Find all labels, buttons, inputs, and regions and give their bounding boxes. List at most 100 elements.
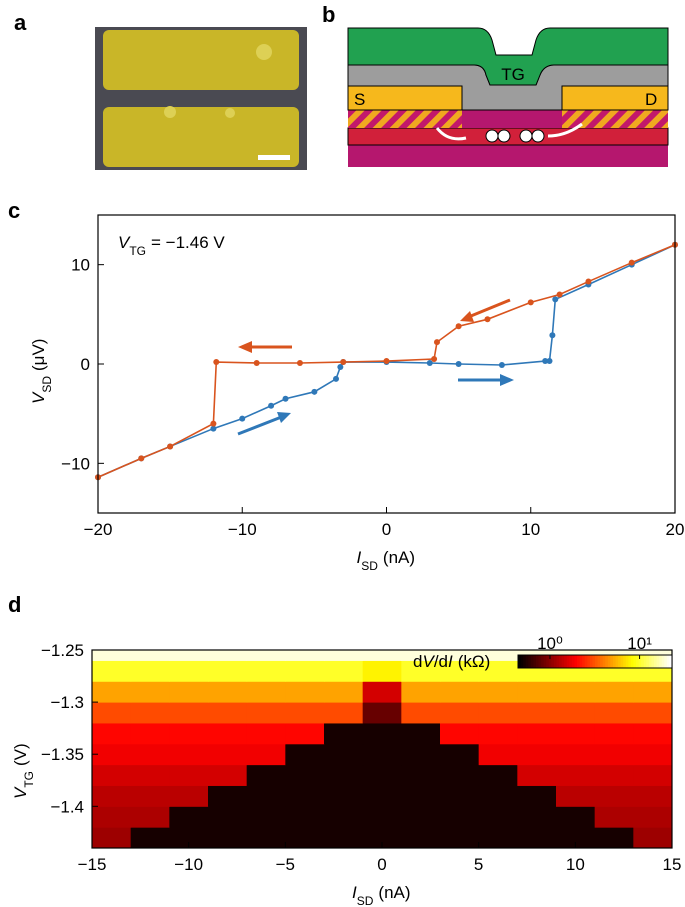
heatmap-cell (324, 650, 364, 661)
heatmap-cell (130, 827, 170, 849)
heatmap-cell (324, 743, 364, 766)
heatmap-cell (169, 722, 209, 745)
heatmap-cell (362, 702, 402, 724)
y-axis-label: VTG (V) (11, 743, 36, 799)
colorbar-segment (584, 655, 588, 668)
heatmap-cell (633, 743, 673, 766)
label-part: V (118, 233, 131, 252)
colorbar-segment (656, 655, 660, 668)
heatmap-cell (362, 785, 402, 807)
heatmap-cell (92, 650, 132, 661)
colorbar-segment (569, 655, 573, 668)
heatmap-cell (478, 827, 518, 849)
heatmap-cell (440, 827, 480, 849)
heatmap-cell (208, 827, 248, 849)
colorbar-label: dV/dI (kΩ) (413, 652, 490, 671)
series-line (97, 244, 676, 478)
drain-label: D (645, 90, 657, 109)
data-point (268, 402, 275, 409)
colorbar-segment (546, 655, 550, 668)
data-point (585, 278, 592, 285)
colorbar-segment (636, 655, 640, 668)
heatmap-cell (324, 806, 364, 828)
colorbar-segment (597, 655, 601, 668)
data-point (253, 360, 260, 367)
heatmap-cell (362, 722, 402, 745)
heatmap-cell (324, 722, 364, 745)
data-point (426, 360, 433, 367)
label-part: I (352, 883, 357, 902)
colorbar-segment (548, 655, 552, 668)
label-part: (V) (11, 743, 30, 766)
heatmap-cell (362, 743, 402, 766)
x-tick-label: 5 (474, 855, 483, 874)
heatmap-cell (208, 650, 248, 661)
y-axis-label: VSD (μV) (29, 339, 54, 404)
y-tick-label: −1.25 (41, 641, 84, 660)
label-part: = −1.46 V (151, 233, 225, 252)
y-tick-label: −1.4 (50, 797, 84, 816)
heatmap-cell (324, 764, 364, 786)
heatmap-cell (285, 650, 325, 661)
data-point (138, 455, 145, 462)
data-point (210, 425, 217, 432)
label-part: I (357, 548, 362, 567)
heatmap-cell (285, 681, 325, 703)
colorbar-segment (602, 655, 606, 668)
heatmap-cell (517, 743, 557, 766)
data-point (213, 359, 220, 366)
heatmap-cell (208, 722, 248, 745)
data-point (455, 323, 462, 330)
data-point (282, 395, 289, 402)
colorbar-tick-label: 10⁰ (537, 634, 563, 653)
annotation: VTG = −1.46 V (118, 233, 225, 258)
colorbar-segment (630, 655, 634, 668)
colorbar-segment (535, 655, 540, 668)
colorbar-segment (666, 655, 670, 668)
x-tick-label: 20 (666, 520, 685, 539)
colorbar-segment (600, 655, 604, 668)
y-tick-label: 0 (81, 355, 90, 374)
heatmap-cell (440, 764, 480, 786)
label-part: TG (129, 244, 146, 258)
heatmap-cell (556, 827, 596, 849)
heatmap-cell (130, 681, 170, 703)
heatmap-cell (362, 660, 402, 682)
data-point (311, 388, 318, 395)
heatmap-cell (92, 764, 132, 786)
colorbar-segment (646, 655, 650, 668)
data-point (455, 361, 462, 367)
x-tick-label: 0 (377, 855, 386, 874)
heatmap-cell (478, 743, 518, 766)
heatmap-cell (130, 764, 170, 786)
heatmap-cell (362, 650, 402, 661)
heatmap-cell (362, 806, 402, 828)
heatmap-cell (208, 702, 248, 724)
colorbar-segment (530, 655, 534, 668)
colorbar-segment (638, 655, 642, 668)
heatmap-cell (130, 660, 170, 682)
y-tick-label: −1.35 (41, 745, 84, 764)
data-point (337, 363, 344, 370)
colorbar-segment (592, 655, 596, 668)
heatmap-cell (208, 660, 248, 682)
heatmap-cell (92, 785, 132, 807)
heatmap-cell (594, 681, 634, 703)
colorbar-segment (553, 655, 557, 668)
colorbar-segment (528, 655, 532, 668)
heatmap-cell (324, 702, 364, 724)
colorbar-segment (595, 655, 599, 668)
heatmap-cell (633, 681, 673, 703)
colorbar-segment (518, 655, 522, 668)
heatmap-cell (285, 764, 325, 786)
x-tick-label: −5 (276, 855, 295, 874)
colorbar-segment (615, 655, 619, 668)
colorbar-segment (587, 655, 591, 668)
heatmap-cell (440, 806, 480, 828)
label-part: (nA) (383, 548, 415, 567)
heatmap-cell (478, 785, 518, 807)
colorbar-segment (533, 655, 537, 668)
heatmap-cell (633, 702, 673, 724)
